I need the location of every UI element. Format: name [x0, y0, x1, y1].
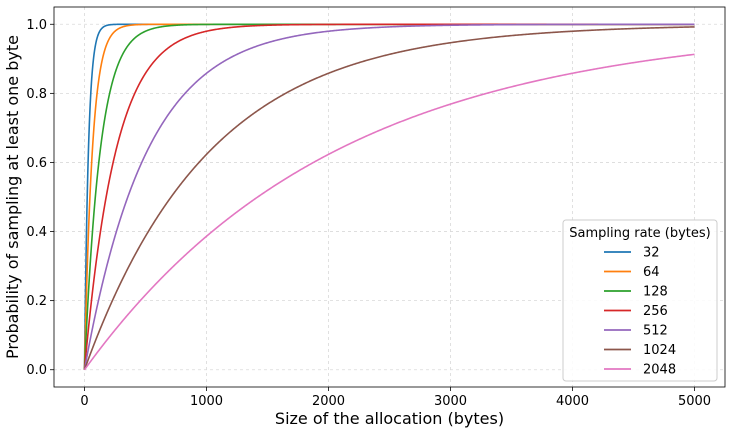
axes: 0 1000 2000 3000 4000 5000 0.0 0.2 0.4 0.6 0.8 1.0 — [26, 18, 711, 409]
legend-label-512: 512 — [643, 324, 668, 339]
series-group — [83, 23, 695, 371]
series-line-1024 — [83, 26, 695, 370]
x-tick-label: 3000 — [434, 394, 467, 409]
x-tick-label: 5000 — [678, 394, 711, 409]
x-tick-label: 0 — [80, 394, 88, 409]
legend-label-256: 256 — [643, 304, 668, 319]
y-axis-label: Probability of sampling at least one byt… — [3, 35, 22, 359]
x-tick-label: 1000 — [190, 394, 223, 409]
plot-frame — [53, 6, 726, 388]
legend-label-128: 128 — [643, 285, 668, 300]
y-tick-label: 0.0 — [26, 363, 47, 378]
legend-label-64: 64 — [643, 265, 660, 280]
y-tick-label: 1.0 — [26, 18, 47, 33]
y-tick-label: 0.4 — [26, 225, 47, 240]
legend-label-32: 32 — [643, 246, 660, 261]
series-line-2048 — [83, 53, 695, 371]
x-tick-label: 2000 — [312, 394, 345, 409]
legend: Sampling rate (bytes) 32 64 128 256 512 1024 2… — [562, 219, 718, 382]
y-tick-label: 0.8 — [26, 87, 47, 102]
series-line-512 — [83, 23, 695, 370]
x-axis-label: Size of the allocation (bytes) — [275, 409, 504, 428]
legend-label-2048: 2048 — [643, 363, 676, 378]
legend-title: Sampling rate (bytes) — [569, 226, 710, 241]
x-tick-label: 4000 — [556, 394, 589, 409]
legend-box — [562, 219, 718, 382]
y-tick-label: 0.2 — [26, 294, 47, 309]
legend-label-1024: 1024 — [643, 343, 676, 358]
y-tick-label: 0.6 — [26, 156, 47, 171]
